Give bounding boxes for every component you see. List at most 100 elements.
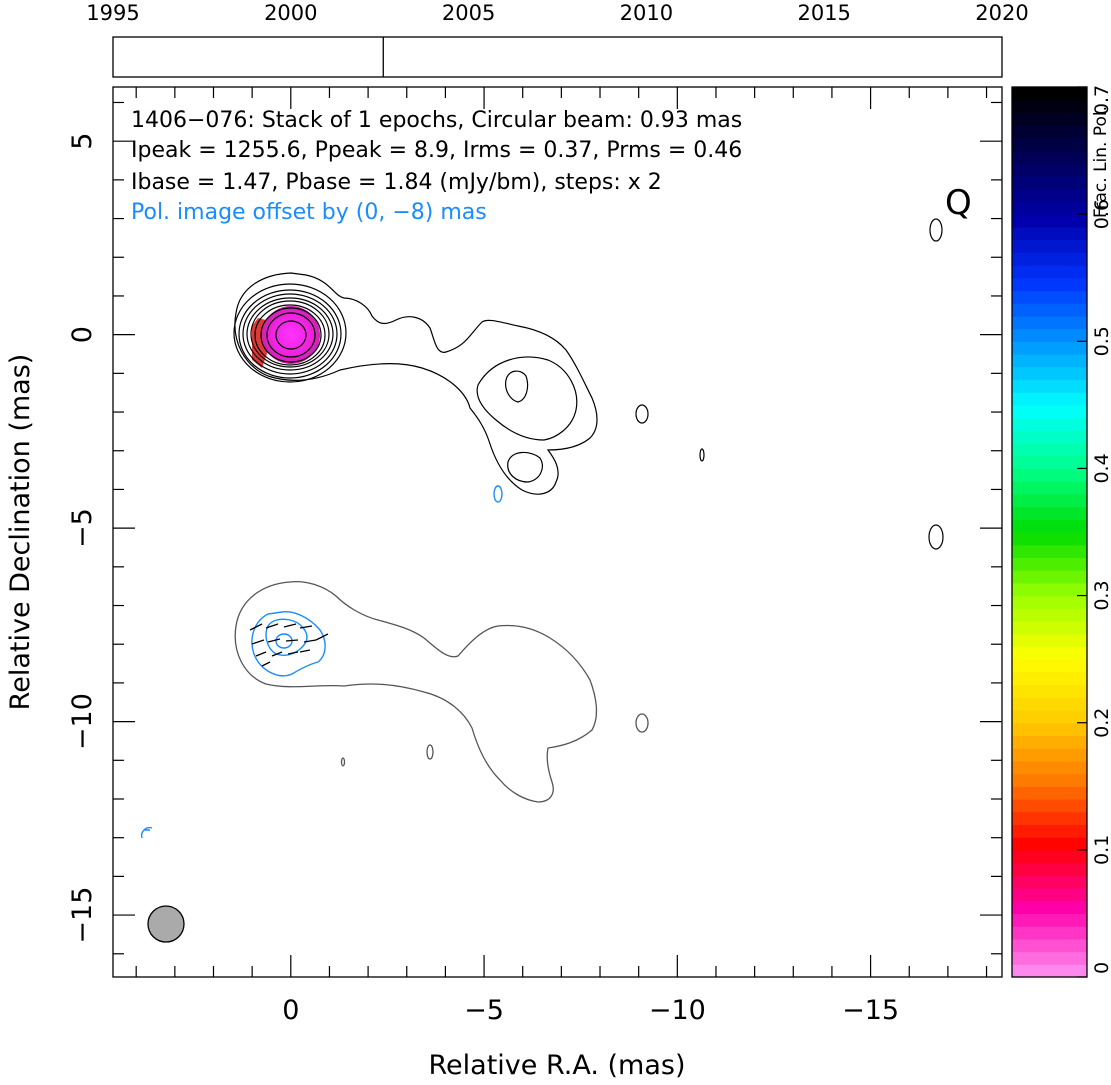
restoring-beam xyxy=(147,905,185,943)
colorbar-band xyxy=(1012,176,1087,190)
timeline-tick-2020: 2020 xyxy=(975,1,1028,25)
colorbar-band xyxy=(1012,354,1087,368)
plot-frame xyxy=(112,86,1003,978)
offset-isolated-b xyxy=(426,744,434,760)
colorbar-band xyxy=(1012,214,1087,228)
colorbar-band xyxy=(1012,455,1087,470)
colorbar-band xyxy=(1012,493,1087,508)
timeline-tick-2000: 2000 xyxy=(264,1,317,25)
colorbar-band xyxy=(1012,900,1087,915)
core-contour-9 xyxy=(275,320,307,350)
timeline-tick-2015: 2015 xyxy=(797,1,850,25)
core-contour-7 xyxy=(260,307,322,363)
colorbar-tick-label: 0.4 xyxy=(1091,453,1111,483)
colorbar-band xyxy=(1012,888,1087,902)
core-contour-2 xyxy=(238,289,342,379)
colorbar-band xyxy=(1012,163,1087,177)
offset-isolated-a xyxy=(635,713,649,733)
colorbar-band xyxy=(1012,760,1087,775)
colorbar-band xyxy=(1012,443,1087,457)
pol-isolated-b xyxy=(140,826,153,839)
colorbar-tick-label: 0.6 xyxy=(1091,199,1111,229)
colorbar-band xyxy=(1012,862,1087,876)
offset-intensity-contours xyxy=(234,580,649,803)
colorbar-band xyxy=(1012,722,1087,737)
epoch-timeline: 1995 2000 2005 2010 2015 2020 xyxy=(86,1,1029,78)
colorbar-band xyxy=(1012,570,1087,584)
colorbar-band xyxy=(1012,646,1087,660)
colorbar-band xyxy=(1012,150,1087,164)
colorbar-band xyxy=(1012,112,1087,126)
colorbar-band xyxy=(1012,201,1087,215)
colorbar-band xyxy=(1012,379,1087,393)
timeline-tick-1995: 1995 xyxy=(86,1,139,25)
colorbar-tick-label: 0.1 xyxy=(1091,835,1111,865)
colorbar-band xyxy=(1012,188,1087,203)
colorbar-band xyxy=(1012,951,1087,965)
y-axis-label: Relative Declination (mas) xyxy=(5,354,36,711)
isolated-contour-d xyxy=(928,524,944,550)
colorbar-band xyxy=(1012,671,1087,686)
colorbar-band xyxy=(1012,341,1087,355)
x-tick-label: 0 xyxy=(282,995,299,1026)
colorbar-tick-label: 0 xyxy=(1091,962,1111,974)
colorbar-band xyxy=(1012,506,1087,520)
x-tick-label: −15 xyxy=(842,995,899,1026)
colorbar-label: Frac. Lin. Pol. xyxy=(1091,106,1111,218)
core-contour-5 xyxy=(250,300,330,368)
y-tick-label: −5 xyxy=(67,508,98,548)
x-axis-label: Relative R.A. (mas) xyxy=(429,1050,686,1081)
colorbar-band xyxy=(1012,697,1087,711)
colorbar-band xyxy=(1012,99,1087,114)
colorbar-band xyxy=(1012,366,1087,381)
colorbar-band xyxy=(1012,938,1087,953)
jet-lower-knot-contour xyxy=(507,451,543,483)
colorbar-band xyxy=(1012,837,1087,851)
colorbar: 0 0.1 0.2 0.3 0.4 0.5 0.6 0.7 Frac. Lin. Pol. xyxy=(1011,85,1111,978)
core-contour-3 xyxy=(242,293,338,375)
colorbar-band xyxy=(1012,532,1087,546)
colorbar-tick-label: 0.3 xyxy=(1091,580,1111,610)
info-line-3: Ibase = 1.47, Pbase = 1.84 (mJy/bm), ste… xyxy=(131,170,662,195)
y-tick-label: 5 xyxy=(67,133,98,150)
colorbar-band xyxy=(1012,621,1087,635)
colorbar-band xyxy=(1012,684,1087,698)
colorbar-band xyxy=(1012,633,1087,648)
offset-isolated-c xyxy=(340,757,346,767)
colorbar-band xyxy=(1012,315,1087,330)
colorbar-band xyxy=(1012,328,1087,342)
colorbar-band xyxy=(1012,799,1087,813)
timeline-tick-2010: 2010 xyxy=(620,1,673,25)
colorbar-band xyxy=(1012,239,1087,253)
colorbar-band xyxy=(1012,875,1087,889)
pol-offset-note: Pol. image offset by (0, −8) mas xyxy=(131,200,487,225)
colorbar-band xyxy=(1012,544,1087,559)
pol-isolated-a xyxy=(493,485,503,503)
plot-area: 0 −5 −10 −15 5 0 −5 −10 −15 xyxy=(5,86,1003,1081)
isolated-contour-a xyxy=(635,404,649,424)
isolated-contour-c xyxy=(929,218,943,242)
colorbar-tick-label: 0.5 xyxy=(1091,326,1111,356)
total-intensity-contours xyxy=(233,218,944,550)
colorbar-band xyxy=(1012,519,1087,533)
colorbar-band xyxy=(1012,481,1087,495)
colorbar-frame xyxy=(1011,86,1088,978)
colorbar-band xyxy=(1012,849,1087,864)
colorbar-band xyxy=(1012,710,1087,724)
colorbar-band xyxy=(1012,735,1087,749)
colorbar-band xyxy=(1012,137,1087,152)
core-contour-1 xyxy=(233,283,347,383)
timeline-tick-2005: 2005 xyxy=(442,1,495,25)
colorbar-tick-label: 0.2 xyxy=(1091,708,1111,738)
colorbar-band xyxy=(1012,748,1087,762)
jet-knot-contour xyxy=(505,370,529,403)
pol-inner-contour xyxy=(265,618,308,656)
y-tick-label: 0 xyxy=(67,326,98,343)
timeline-frame xyxy=(112,36,1003,78)
colorbar-band xyxy=(1012,608,1087,622)
axis-ticks: 0 −5 −10 −15 5 0 −5 −10 −15 xyxy=(67,87,1002,1026)
colorbar-band xyxy=(1012,265,1087,279)
core-contour-6 xyxy=(254,304,326,366)
colorbar-band xyxy=(1012,659,1087,673)
